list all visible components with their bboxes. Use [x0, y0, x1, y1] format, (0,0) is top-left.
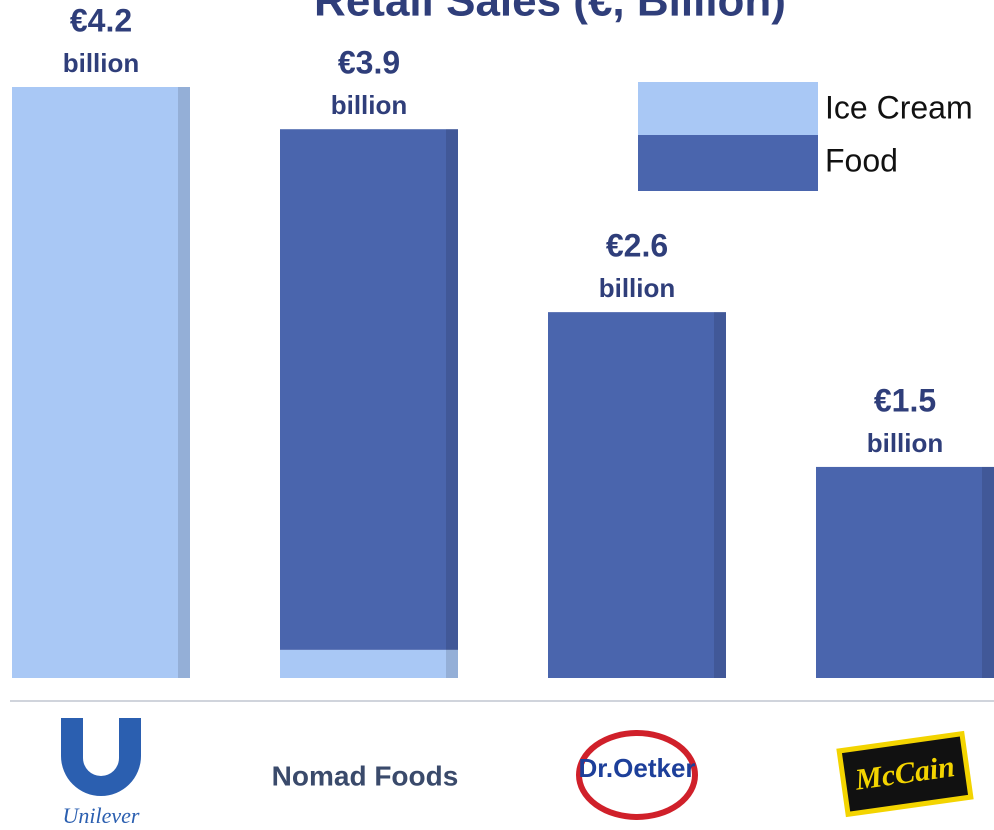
bar-shade [178, 87, 190, 678]
bar-segment [816, 466, 994, 678]
legend-label: Ice Cream [825, 89, 973, 125]
total-label: €2.6 [606, 228, 668, 264]
legend-swatch [638, 82, 818, 135]
bar-shade [982, 466, 994, 678]
logo-shape [836, 730, 974, 818]
x-category-label: Nomad Foods [272, 760, 459, 791]
bar-segment [12, 87, 190, 678]
legend-swatch [638, 135, 818, 191]
x-category-label: Dr.Oetker [578, 753, 695, 783]
total-unit: billion [63, 48, 140, 78]
x-category-label: Unilever [63, 803, 140, 828]
chart-title: Retail Sales (€, Billion) [314, 0, 786, 26]
total-label: €3.9 [338, 45, 400, 81]
total-unit: billion [331, 90, 408, 120]
total-unit: billion [867, 428, 944, 458]
total-unit: billion [599, 273, 676, 303]
legend-label: Food [825, 142, 898, 178]
bar-segment [280, 649, 458, 678]
total-label: €1.5 [874, 382, 936, 418]
bar-segment [280, 129, 458, 650]
bar-shade [446, 129, 458, 678]
logo-shape [61, 718, 141, 796]
bar-shade [714, 312, 726, 678]
logo-shape [576, 730, 698, 820]
bar-segment [548, 312, 726, 678]
total-label: €4.2 [70, 2, 132, 38]
